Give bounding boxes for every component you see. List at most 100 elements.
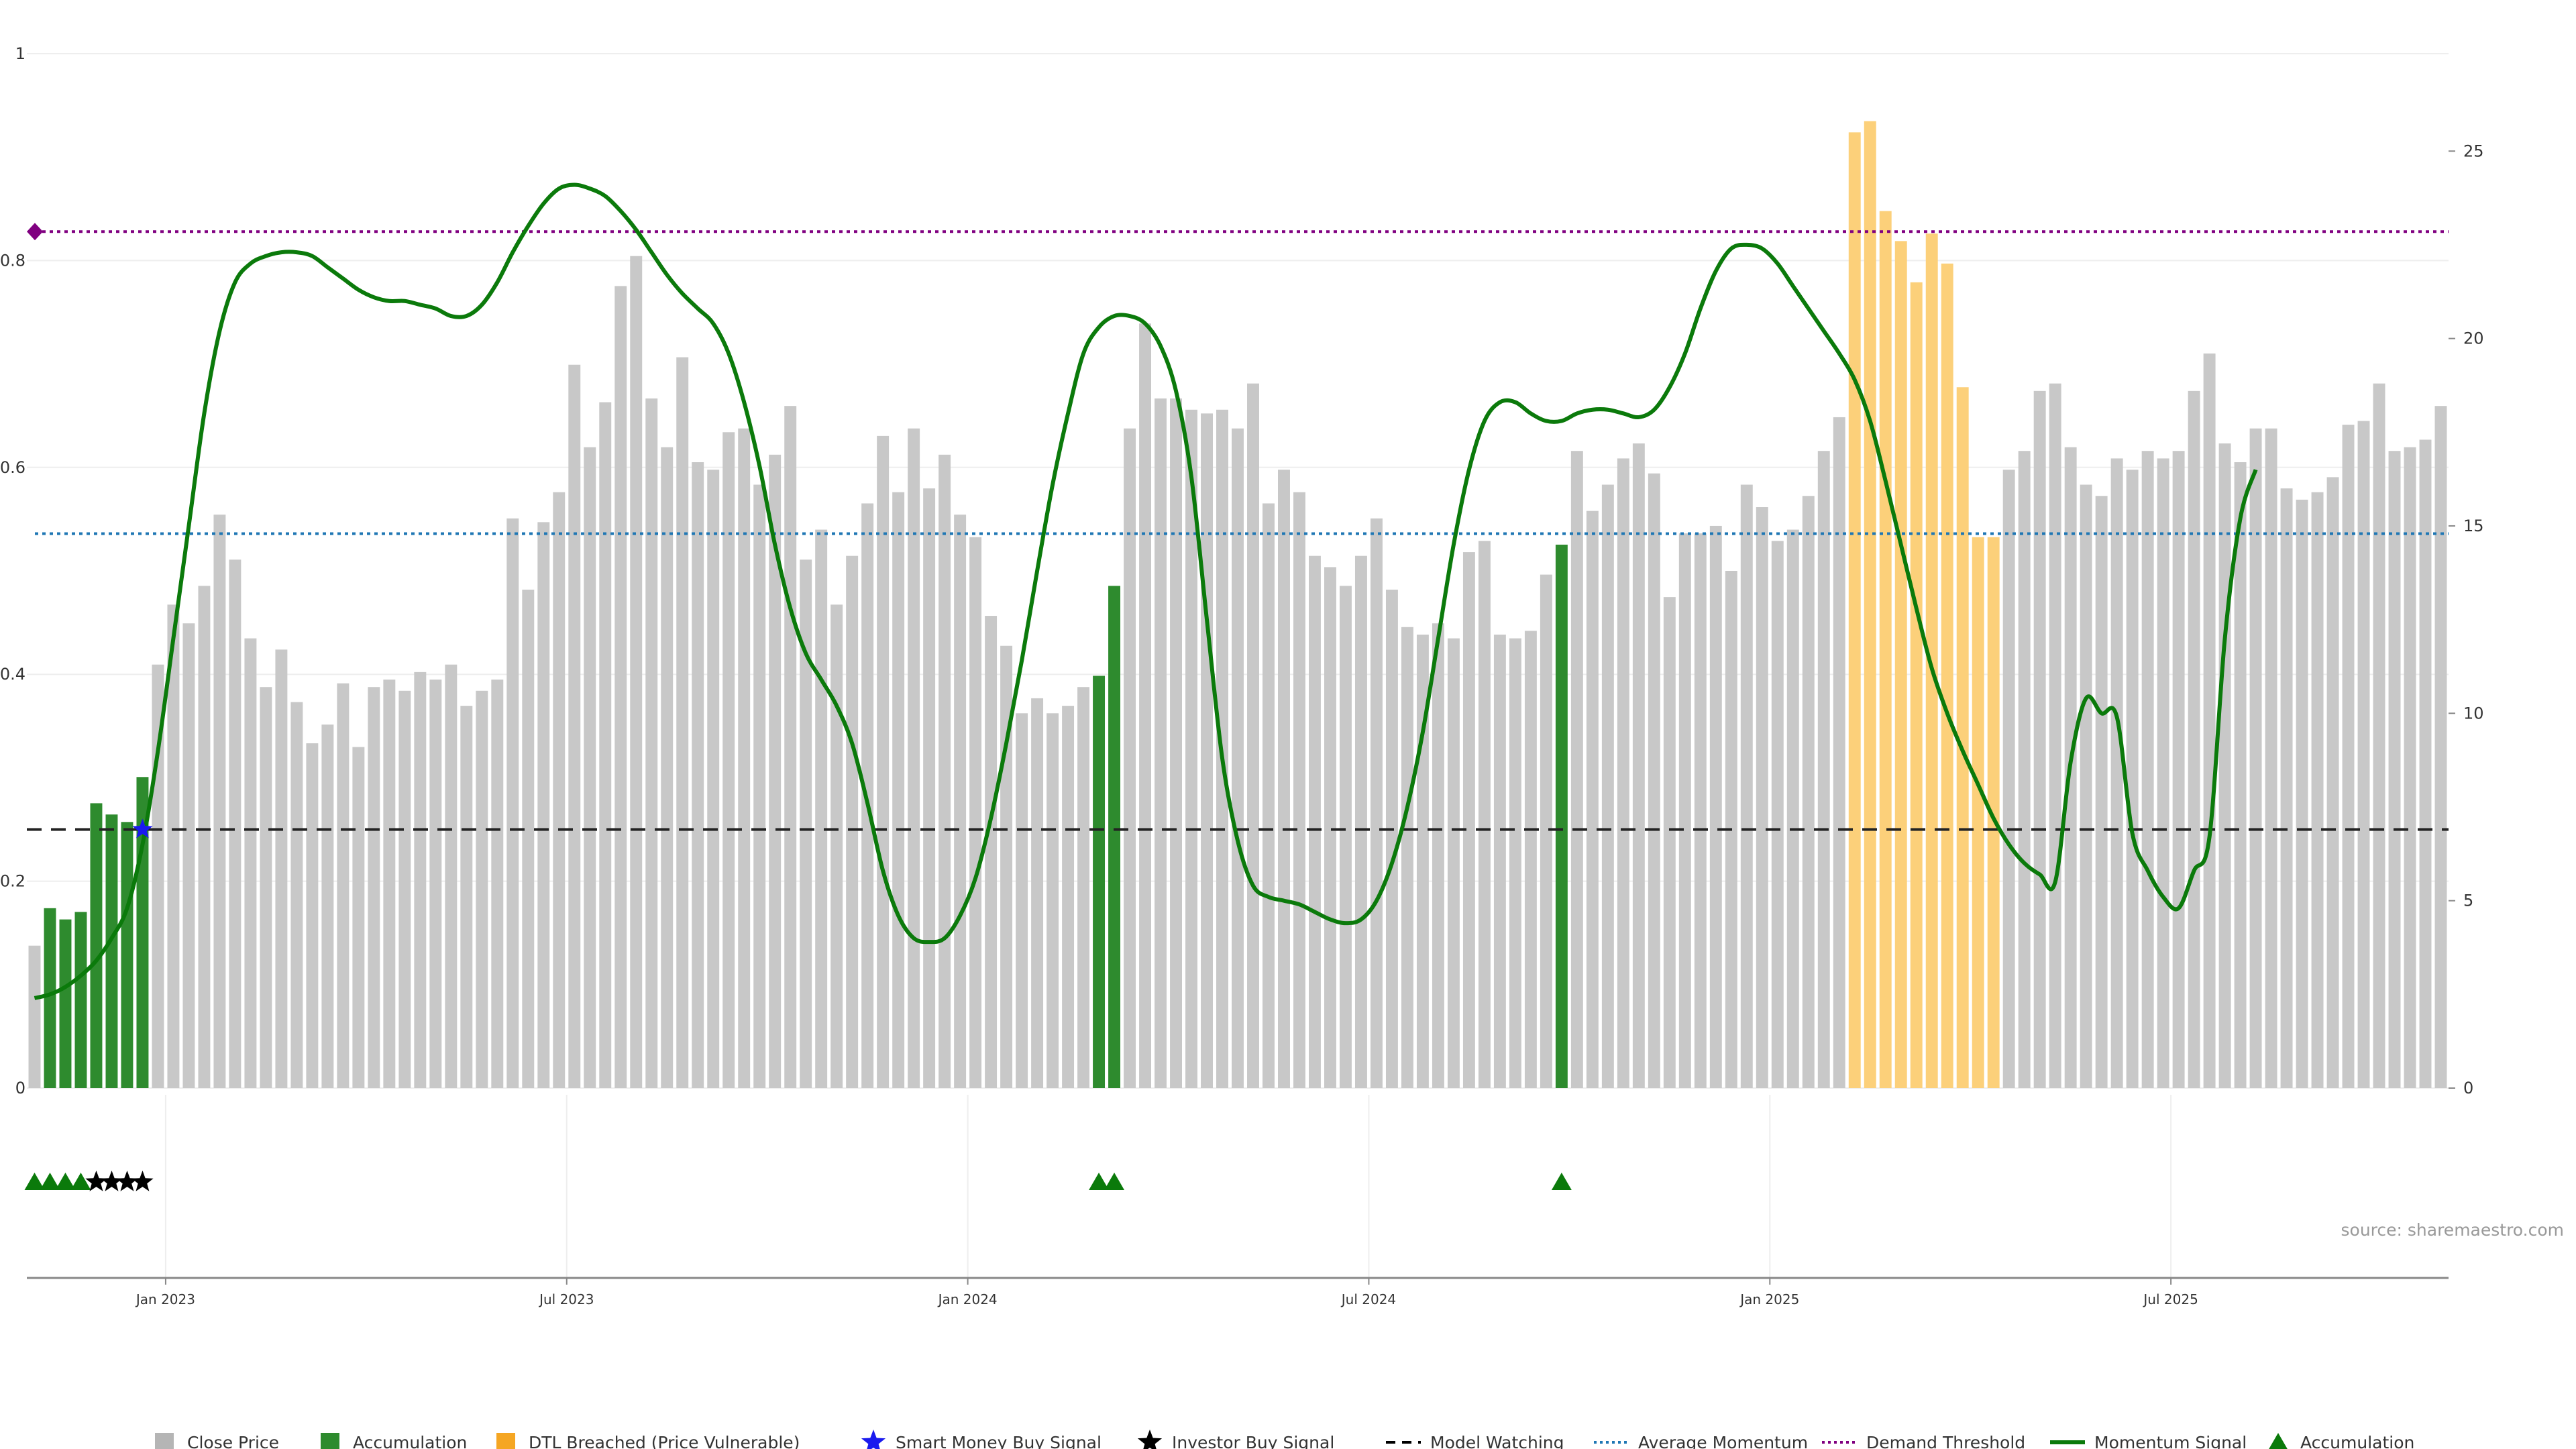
investor-buy-star	[131, 1171, 154, 1191]
close-price-bar	[2388, 451, 2401, 1088]
close-price-bar	[306, 743, 319, 1088]
close-price-bar	[738, 428, 751, 1088]
close-price-bar	[877, 435, 890, 1088]
legend-swatch	[155, 1433, 174, 1449]
dtl-breached-bar	[1864, 121, 1876, 1089]
accumulation-bar	[105, 814, 118, 1088]
legend-triangle-icon	[2269, 1433, 2288, 1449]
close-price-bar	[2373, 383, 2385, 1089]
close-price-bar	[1694, 533, 1707, 1088]
close-price-bar	[260, 687, 272, 1088]
legend-item: Close Price	[155, 1433, 279, 1449]
close-price-bar	[2172, 451, 2185, 1088]
close-price-bar	[707, 470, 720, 1088]
close-price-bar	[2357, 421, 2370, 1088]
legend-item: Model Watching	[1386, 1433, 1564, 1449]
x-tick-label: Jul 2023	[538, 1291, 594, 1307]
close-price-bar	[676, 357, 689, 1088]
dtl-breached-bar	[1894, 241, 1907, 1088]
close-price-bar	[630, 256, 643, 1088]
left-tick-label: 0.2	[0, 872, 25, 891]
close-price-bar	[614, 286, 627, 1088]
close-price-bar	[2080, 484, 2092, 1088]
close-price-bar	[1478, 541, 1491, 1088]
dtl-breached-bar	[1848, 132, 1861, 1089]
close-price-bar	[1756, 507, 1768, 1088]
close-price-bar	[1663, 597, 1676, 1088]
legend-label: Model Watching	[1430, 1433, 1564, 1449]
close-price-bar	[1155, 398, 1167, 1088]
close-price-bar	[1833, 417, 1845, 1088]
close-price-bar	[1462, 552, 1475, 1088]
close-price-bar	[846, 555, 859, 1088]
x-tick-label: Jan 2025	[1739, 1291, 1799, 1307]
close-price-bar	[1447, 638, 1460, 1088]
close-price-bar	[923, 488, 936, 1088]
close-price-bar	[28, 945, 41, 1088]
close-price-bar	[753, 484, 766, 1088]
close-price-bar	[1786, 529, 1799, 1088]
dtl-breached-bar	[1941, 263, 1953, 1088]
left-tick-label: 1	[15, 44, 25, 63]
close-price-bar	[352, 747, 365, 1088]
close-price-bar	[275, 649, 288, 1088]
close-price-bar	[553, 492, 566, 1088]
close-price-bar	[954, 515, 967, 1088]
close-price-bar	[599, 402, 612, 1088]
close-price-bar	[1632, 443, 1645, 1088]
close-price-bar	[1170, 398, 1182, 1088]
accumulation-bar	[74, 912, 87, 1088]
close-price-bar	[1740, 484, 1753, 1088]
accumulation-bar	[44, 908, 56, 1088]
investor-buy-star	[116, 1171, 138, 1191]
dtl-breached-bar	[1987, 537, 2000, 1088]
right-tick-label: 20	[2463, 329, 2484, 348]
x-tick-label: Jan 2024	[937, 1291, 998, 1307]
close-price-bar	[2234, 462, 2247, 1088]
close-price-bar	[460, 706, 473, 1088]
close-price-bar	[1370, 518, 1383, 1088]
accumulation-bar	[121, 822, 133, 1088]
accumulation-triangle	[55, 1173, 76, 1190]
close-price-bar	[2157, 458, 2169, 1088]
close-price-bar	[198, 586, 211, 1088]
right-tick-label: 5	[2463, 892, 2473, 910]
demand-threshold-marker	[27, 223, 43, 241]
close-price-bar	[1678, 533, 1691, 1088]
close-price-bar	[722, 432, 735, 1088]
close-price-bar	[1709, 525, 1722, 1088]
close-price-bar	[414, 672, 427, 1088]
close-price-bar	[1771, 541, 1784, 1088]
close-price-bar	[476, 690, 488, 1088]
close-price-bar	[1062, 706, 1075, 1088]
close-price-bar	[1493, 634, 1506, 1088]
close-price-bar	[1201, 413, 1213, 1088]
accumulation-bar	[1555, 544, 1568, 1088]
close-price-bar	[537, 522, 550, 1088]
close-price-bar	[506, 518, 519, 1088]
close-price-bar	[1648, 473, 1660, 1088]
left-tick-label: 0	[15, 1079, 25, 1097]
close-price-bar	[429, 680, 442, 1088]
close-price-bar	[908, 428, 920, 1088]
close-price-bar	[1077, 687, 1090, 1088]
investor-buy-star	[85, 1171, 107, 1191]
dtl-breached-bar	[1925, 233, 1938, 1088]
close-price-bar	[1309, 555, 1321, 1088]
legend-item: DTL Breached (Price Vulnerable)	[496, 1433, 800, 1449]
close-price-bar	[2419, 439, 2432, 1088]
close-price-bar	[1570, 451, 1583, 1088]
close-price-bar	[1817, 451, 1830, 1088]
close-price-bar	[2110, 458, 2123, 1088]
close-price-bar	[1524, 631, 1537, 1088]
legend-item: Momentum Signal	[2050, 1433, 2247, 1449]
close-price-bar	[2311, 492, 2324, 1088]
close-price-bar	[2018, 451, 2031, 1088]
legend-item: Average Momentum	[1594, 1433, 1808, 1449]
close-price-bar	[830, 604, 843, 1088]
legend-item: Investor Buy Signal	[1137, 1430, 1334, 1449]
close-price-bar	[1139, 323, 1152, 1088]
legend-swatch	[496, 1433, 515, 1449]
accumulation-triangle	[1089, 1173, 1110, 1190]
close-price-bar	[2404, 447, 2416, 1088]
